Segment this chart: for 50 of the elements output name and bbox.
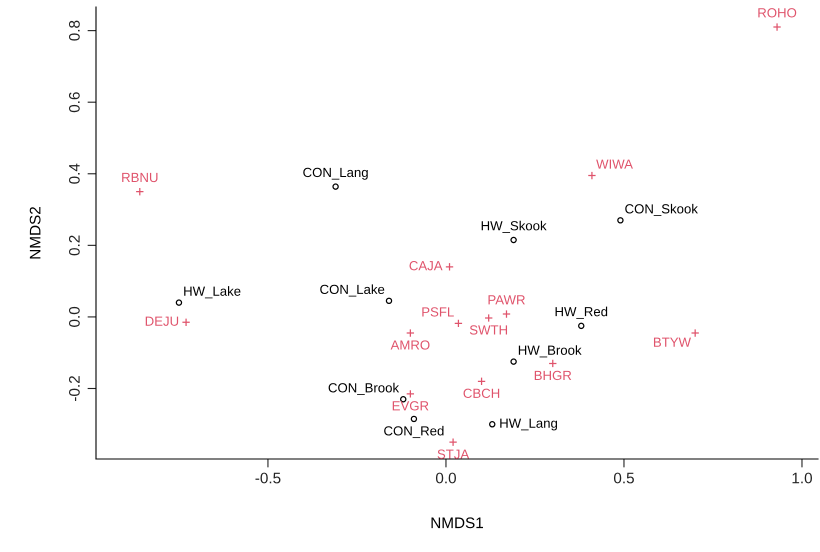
y-tick-label: 0.4 bbox=[68, 164, 80, 184]
y-tick-label: 0.8 bbox=[68, 20, 80, 41]
data-label: CON_Red bbox=[384, 426, 444, 438]
data-label: BHGR bbox=[534, 370, 572, 380]
point bbox=[548, 359, 558, 368]
point bbox=[588, 171, 596, 180]
data-label: CBCH bbox=[464, 388, 500, 398]
data-label: CON_Brook bbox=[328, 382, 400, 395]
x-axis-title: NMDS1 bbox=[432, 517, 483, 528]
point bbox=[182, 318, 190, 327]
data-label: SWTH bbox=[470, 325, 508, 335]
data-label: ROHO bbox=[758, 8, 796, 18]
y-tick-label: 0.6 bbox=[68, 92, 80, 112]
data-label: HW_Brook bbox=[518, 345, 582, 358]
data-label: STJA bbox=[438, 449, 470, 459]
y-tick-label: 0.2 bbox=[68, 235, 80, 256]
point bbox=[135, 187, 144, 196]
y-tick-label: 0.0 bbox=[68, 306, 80, 327]
data-label: RBNU bbox=[122, 172, 158, 182]
point bbox=[690, 328, 700, 338]
data-label: HW_Skook bbox=[482, 220, 547, 233]
data-label: BTYW bbox=[654, 338, 691, 347]
data-label: HW_Red bbox=[556, 306, 608, 319]
point bbox=[477, 377, 486, 386]
data-label: CON_Lake bbox=[320, 284, 384, 297]
data-label: CON_Skook bbox=[625, 204, 698, 216]
data-label: WIWA bbox=[596, 160, 633, 169]
point bbox=[484, 314, 493, 322]
point bbox=[406, 328, 415, 338]
data-label: PAWR bbox=[488, 295, 525, 304]
data-label: CAJA bbox=[410, 261, 443, 270]
data-label: CON_Lang bbox=[303, 168, 368, 180]
point bbox=[445, 262, 454, 272]
point bbox=[406, 390, 415, 398]
data-label: HW_Lang bbox=[500, 418, 558, 430]
point bbox=[454, 319, 463, 328]
point bbox=[772, 22, 782, 32]
y-tick-label: -0.2 bbox=[68, 376, 80, 401]
data-label: EVGR bbox=[392, 401, 428, 410]
x-tick-label: 1.0 bbox=[792, 472, 812, 484]
y-axis-title: NMDS2 bbox=[30, 207, 41, 258]
point bbox=[502, 310, 511, 318]
data-label: AMRO bbox=[390, 340, 430, 350]
x-tick-label: 0.0 bbox=[436, 472, 456, 484]
data-label: PSFL bbox=[422, 307, 454, 317]
data-label: DEJU bbox=[146, 316, 178, 326]
data-label: HW_Lake bbox=[184, 286, 240, 298]
point bbox=[448, 438, 458, 446]
x-tick-label: -0.5 bbox=[255, 472, 280, 484]
x-tick-label: 0.5 bbox=[614, 472, 634, 484]
